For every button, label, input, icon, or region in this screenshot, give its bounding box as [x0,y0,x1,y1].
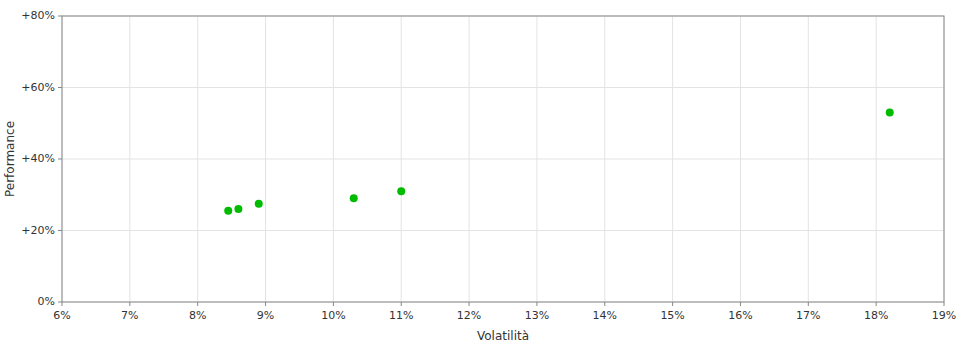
grid [62,16,944,302]
x-tick-label: 10% [321,309,345,322]
point [224,207,232,215]
point [255,200,263,208]
point [234,205,242,213]
point [397,187,405,195]
x-tick [672,302,673,306]
y-tick-label: +60% [21,81,55,94]
x-tick-label: 8% [189,309,206,322]
x-tick-label: 11% [389,309,413,322]
chart: 6% 7% 8% 9% 10% 11% 12% 13% 14% 15% 16% 17% 18% 19% 0%… [0,0,966,350]
x-tick [469,302,470,306]
x-tick-label: 7% [121,309,138,322]
y-tick-label: 0% [38,295,55,308]
y-grid-line [62,159,944,160]
point [886,109,894,117]
plot-frame [62,16,944,302]
y-grid-line [62,87,944,88]
y-tick [58,16,62,17]
x-tick [808,302,809,306]
x-tick-label: 12% [457,309,481,322]
y-tick [58,159,62,160]
x-tick [876,302,877,306]
x-axis-label: Volatilità [477,329,529,343]
y-axis-label: Performance [3,121,17,197]
y-tick [58,87,62,88]
y-tick-label: +80% [21,9,55,22]
y-tick-label: +20% [21,224,55,237]
x-tick [265,302,266,306]
x-tick-label: 14% [593,309,617,322]
x-tick-label: 6% [53,309,70,322]
axes: 6% 7% 8% 9% 10% 11% 12% 13% 14% 15% 16% 17% 18% 19% 0%… [21,9,956,322]
x-tick-label: 13% [525,309,549,322]
x-tick [401,302,402,306]
x-tick [129,302,130,306]
y-tick-label: +40% [21,152,55,165]
x-tick [604,302,605,306]
x-tick [62,302,63,306]
y-tick [58,230,62,231]
x-tick-label: 9% [257,309,274,322]
x-tick [740,302,741,306]
x-tick-label: 15% [660,309,684,322]
x-tick-label: 17% [796,309,820,322]
point [350,194,358,202]
x-tick-label: 19% [932,309,956,322]
x-tick [333,302,334,306]
x-tick [197,302,198,306]
x-tick-label: 18% [864,309,888,322]
plot-area [62,16,944,302]
x-tick [536,302,537,306]
y-tick [58,302,62,303]
y-grid-line [62,230,944,231]
x-tick [944,302,945,306]
points [224,109,894,215]
x-tick-label: 16% [728,309,752,322]
